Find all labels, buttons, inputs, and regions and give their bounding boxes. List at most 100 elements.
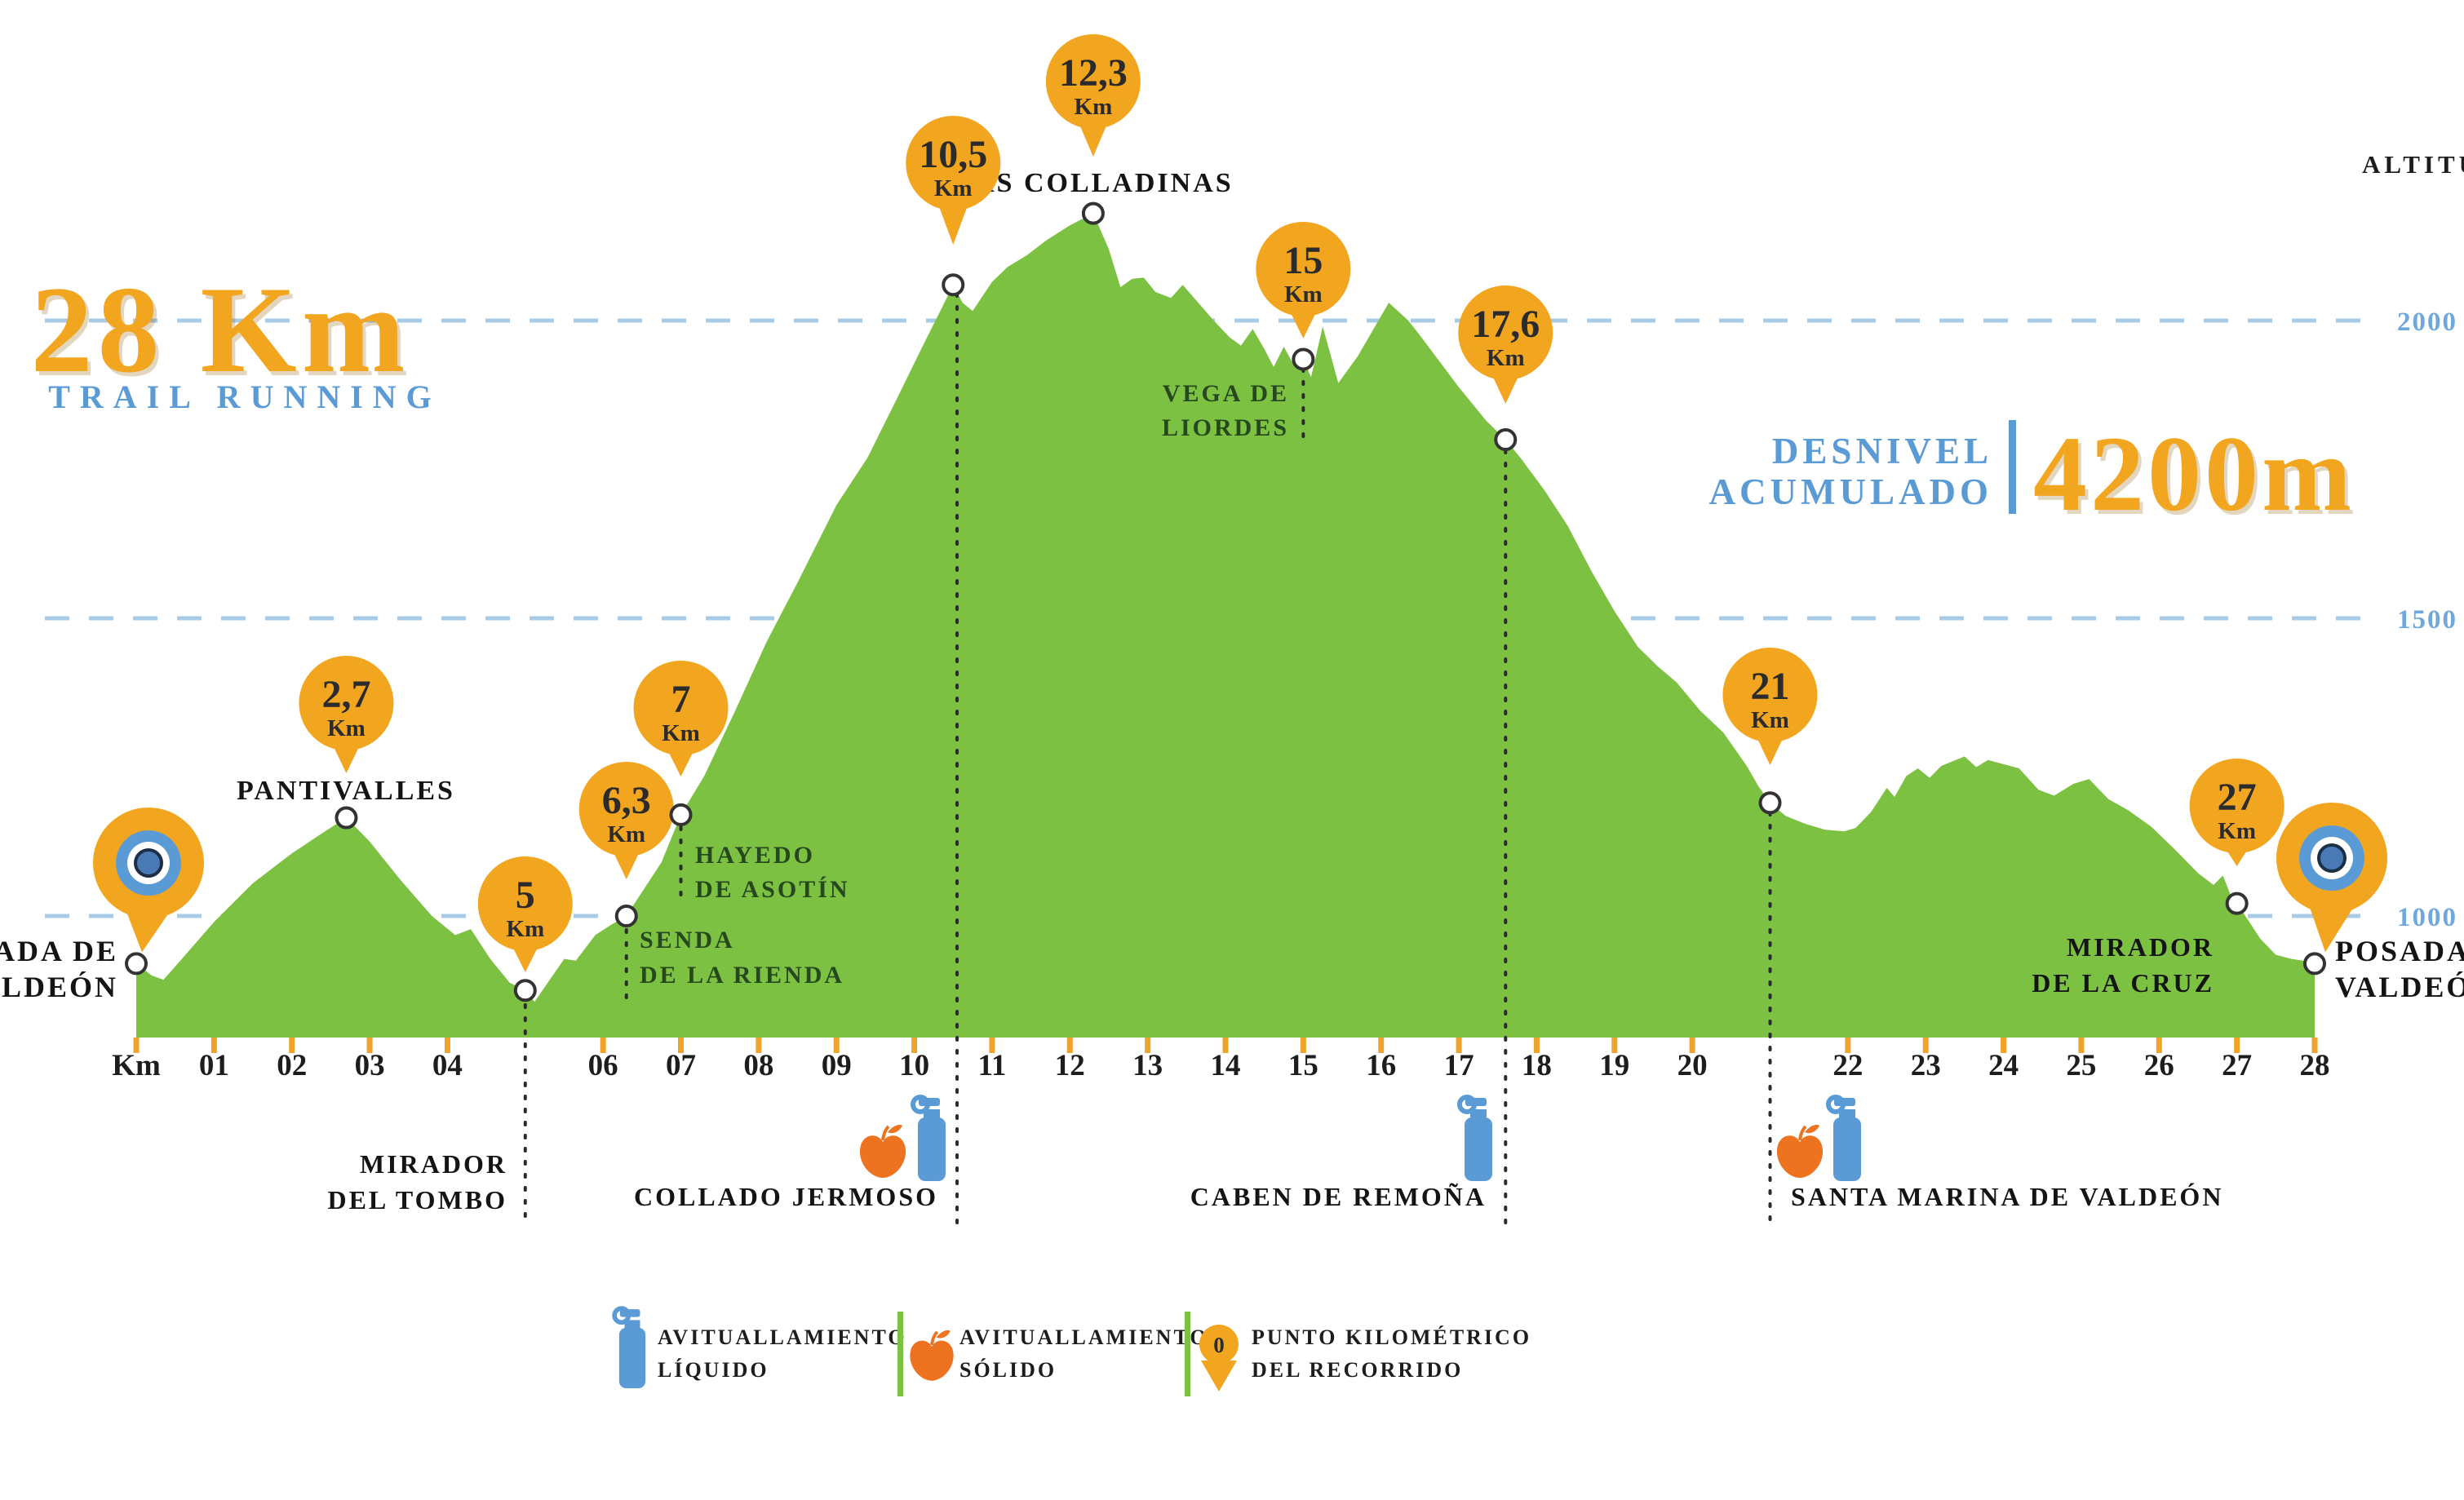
- gridline-label-1500m: 1500 m: [2397, 605, 2464, 635]
- km-pin-value: 15: [1283, 239, 1323, 282]
- race-distance-title: 28 Km: [31, 261, 410, 398]
- water-bottle-icon: [911, 1095, 946, 1181]
- route-point-dot: [614, 905, 638, 927]
- gridline-label-2000m: 2000 m: [2397, 308, 2464, 337]
- place-label-vega-liordes: VEGA DE: [1163, 380, 1289, 407]
- axis-tick-20: [1689, 1038, 1695, 1053]
- route-point-dot: [942, 273, 965, 297]
- axis-tick-22: [1845, 1038, 1851, 1053]
- place-label-vega-liordes: LIORDES: [1162, 414, 1289, 441]
- place-label-pantivalles: PANTIVALLES: [237, 776, 455, 806]
- km-pin-unit: Km: [1075, 94, 1113, 120]
- legend-liquid-label: LÍQUIDO: [658, 1358, 769, 1382]
- axis-tick-27: [2234, 1038, 2240, 1053]
- legend-divider: [1185, 1312, 1190, 1396]
- axis-label-07: 07: [666, 1049, 696, 1082]
- place-label-posada-start: VALDEÓN: [0, 971, 118, 1003]
- elevation-profile-area: [136, 213, 2315, 1038]
- axis-label-10: 10: [899, 1049, 929, 1082]
- place-label-hayedo-asotin: HAYEDO: [695, 842, 815, 869]
- axis-label-04: 04: [432, 1049, 463, 1082]
- km-pin-value: 17,6: [1471, 303, 1540, 346]
- axis-tick-13: [1145, 1038, 1151, 1053]
- axis-label-03: 03: [355, 1049, 385, 1082]
- stats-divider-bar: [2009, 420, 2016, 514]
- km-pin-value: 2,7: [321, 673, 370, 716]
- place-label-posada-end: POSADA DE: [2335, 935, 2464, 967]
- axis-tick-14: [1222, 1038, 1229, 1053]
- km-pin-value: 6,3: [602, 779, 651, 822]
- place-label-mirador-tombo: MIRADOR: [360, 1149, 507, 1179]
- place-label-posada-end: VALDEÓN: [2335, 971, 2464, 1003]
- place-labels-layer: POSADA DE VALDEÓN PANTIVALLES MIRADOR DEL TO…: [0, 168, 2464, 1215]
- km-pin-icon: 0: [1199, 1325, 1239, 1392]
- route-point-dot: [125, 952, 148, 976]
- route-point-dot: [335, 806, 358, 830]
- km-marker-pin-km-10-5: 10,5Km: [906, 116, 1001, 297]
- place-label-senda-rienda: DE LA RIENDA: [640, 962, 844, 989]
- axis-tick-10: [911, 1038, 918, 1053]
- km-pin-unit: Km: [327, 715, 366, 741]
- legend-solid-label: AVITUALLAMIENTO: [959, 1325, 1209, 1349]
- axis-tick-11: [989, 1038, 995, 1053]
- km-pin-value: 5: [516, 874, 535, 917]
- axis-tick-02: [289, 1038, 295, 1053]
- profile-area-layer: [136, 213, 2315, 1038]
- axis-label-15: 15: [1288, 1049, 1318, 1082]
- route-point-dot: [2302, 952, 2326, 976]
- place-label-caben-remona: CABEN DE REMOÑA: [1190, 1182, 1487, 1211]
- axis-tick-18: [1533, 1038, 1540, 1053]
- place-label-hayedo-asotin: DE ASOTÍN: [695, 876, 850, 903]
- route-point-dot: [513, 979, 537, 1002]
- km-pin-unit: Km: [2218, 818, 2256, 844]
- axis-label-28: 28: [2299, 1049, 2329, 1082]
- legend-kmpoint-label: DEL RECORRIDO: [1252, 1358, 1463, 1382]
- axis-tick-08: [756, 1038, 762, 1053]
- axis-tick-01: [211, 1038, 217, 1053]
- km-marker-pin-km-2-7: 2,7Km: [299, 656, 394, 830]
- altitude-axis-title: ALTITUD: [2362, 150, 2464, 179]
- gridline-label-1000m: 1000 m: [2397, 903, 2464, 932]
- elevation-gain-label-line2: ACUMULADO: [1709, 471, 1992, 512]
- axis-tick-24: [2001, 1038, 2007, 1053]
- apple-icon: [910, 1330, 954, 1381]
- route-point-dot: [1081, 201, 1105, 225]
- axis-label-11: 11: [977, 1049, 1006, 1082]
- axis-tick-07: [677, 1038, 684, 1053]
- axis-tick-19: [1611, 1038, 1618, 1053]
- place-label-mirador-tombo: DEL TOMBO: [327, 1185, 507, 1215]
- axis-label-08: 08: [743, 1049, 773, 1082]
- axis-label-25: 25: [2066, 1049, 2096, 1082]
- axis-label-18: 18: [1522, 1049, 1552, 1082]
- axis-tick-Km: [133, 1038, 140, 1053]
- water-bottle-icon: [1457, 1095, 1492, 1181]
- axis-label-09: 09: [822, 1049, 852, 1082]
- km-marker-pin-km-12-3: 12,3Km: [1045, 34, 1141, 225]
- legend-divider: [897, 1312, 903, 1396]
- axis-label-01: 01: [199, 1049, 229, 1082]
- elevation-gain-value: 4200m: [2033, 414, 2355, 533]
- route-point-dot: [1494, 428, 1518, 451]
- water-bottle-icon: [612, 1306, 646, 1388]
- axis-label-23: 23: [1911, 1049, 1941, 1082]
- place-label-santa-marina: SANTA MARINA DE VALDEÓN: [1791, 1182, 2223, 1211]
- apple-icon: [859, 1124, 906, 1178]
- axis-tick-23: [1922, 1038, 1929, 1053]
- axis-tick-25: [2078, 1038, 2085, 1053]
- axis-tick-12: [1066, 1038, 1073, 1053]
- axis-label-12: 12: [1055, 1049, 1085, 1082]
- water-bottle-icon: [1826, 1095, 1861, 1181]
- place-label-posada-start: POSADA DE: [0, 935, 118, 967]
- axis-tick-04: [444, 1038, 450, 1053]
- place-label-collado-jermoso: COLLADO JERMOSO: [634, 1182, 938, 1211]
- km-pin-value: 7: [671, 678, 690, 721]
- axis-tick-17: [1456, 1038, 1462, 1053]
- km-marker-pin-km-7: 7Km: [633, 661, 729, 826]
- axis-label-17: 17: [1444, 1049, 1474, 1082]
- axis-tick-03: [366, 1038, 373, 1053]
